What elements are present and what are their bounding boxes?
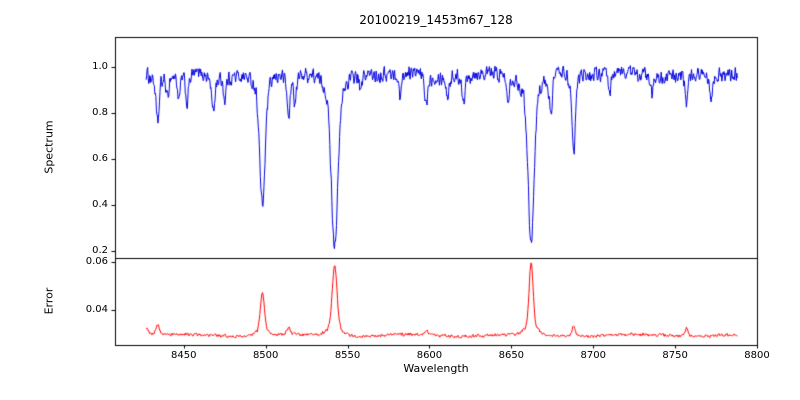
y-tick-label-spectrum: 0.8 [92,106,108,118]
y-axis-label-error: Error [42,287,56,315]
x-tick-label: 8800 [744,350,770,361]
y-tick-label-spectrum: 0.6 [92,153,108,164]
y-tick-label-spectrum: 0.2 [92,245,108,257]
y-axis-label-spectrum: Spectrum [42,120,56,174]
y-tick-label-error: 0.04 [85,303,108,315]
x-tick-label: 8700 [580,350,606,361]
x-tick-label: 8500 [252,350,279,361]
x-tick-label: 8750 [662,350,688,361]
chart-title: 20100219_1453m67_128 [359,13,513,27]
x-tick-label: 8600 [416,350,443,361]
x-tick-label: 8450 [171,350,197,361]
x-tick-label: 8550 [334,350,361,361]
x-axis-label: Wavelength [403,362,469,375]
y-tick-label-error: 0.06 [85,255,108,267]
x-tick-label: 8650 [498,350,525,361]
y-tick-label-spectrum: 0.4 [92,199,108,211]
y-tick-label-spectrum: 1.0 [92,60,108,72]
